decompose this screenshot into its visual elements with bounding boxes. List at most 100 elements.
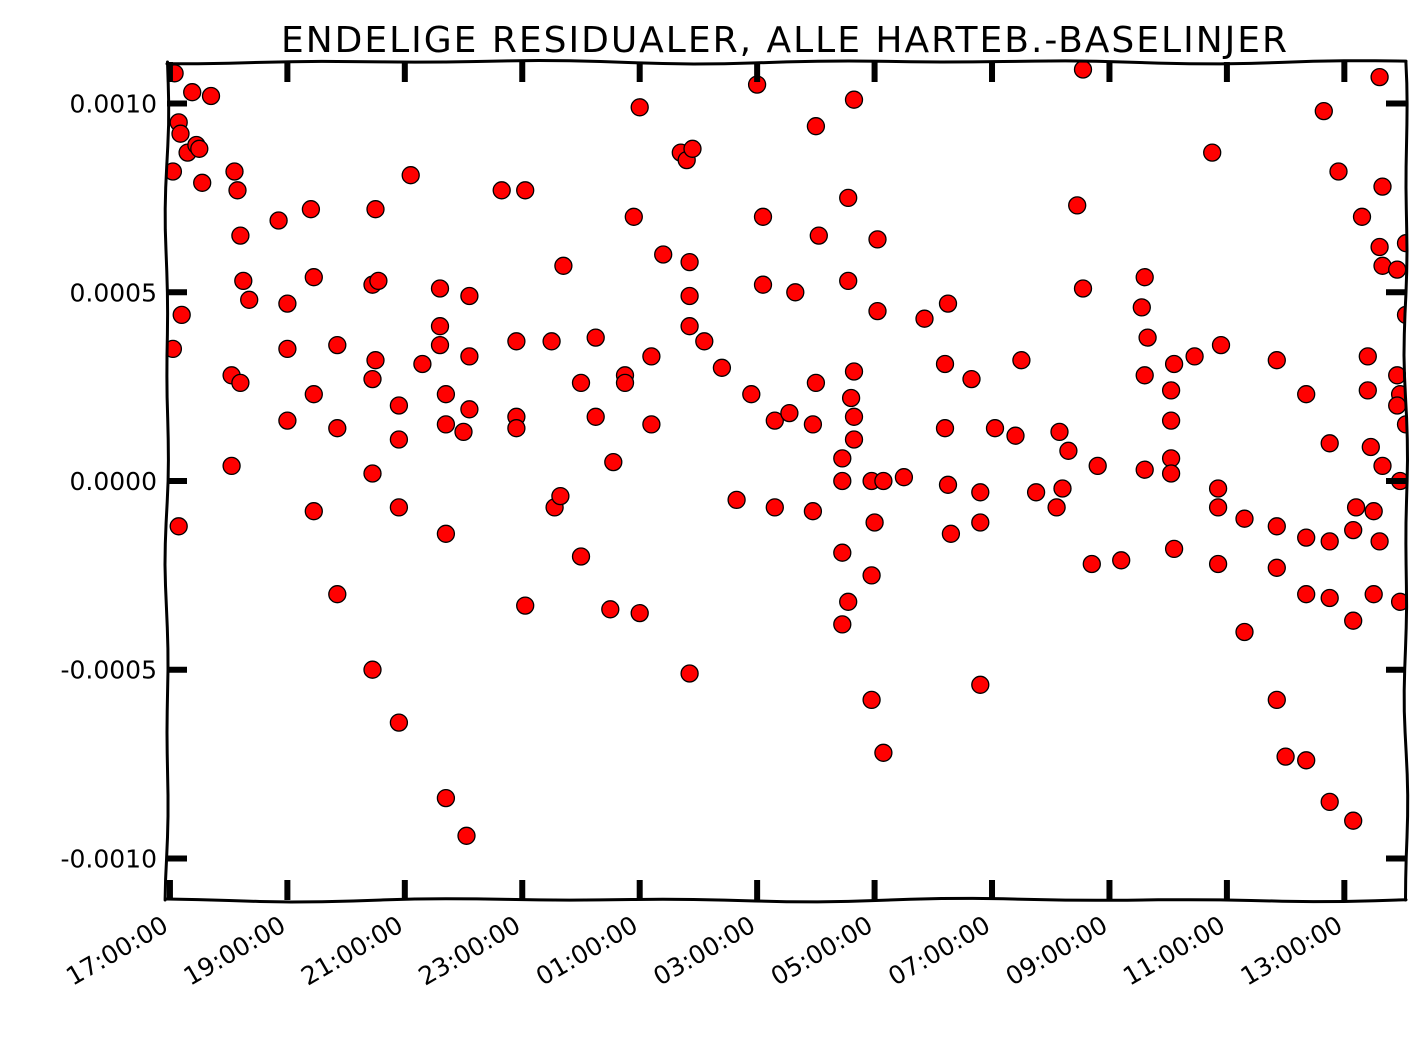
- x-tick-label: 23:00:00: [414, 910, 526, 991]
- data-point: [507, 419, 526, 438]
- data-point: [1059, 441, 1078, 460]
- data-point: [436, 788, 456, 808]
- data-point: [786, 283, 805, 302]
- y-tick-label: 0.0010: [70, 90, 157, 119]
- data-point: [401, 166, 420, 185]
- data-point: [571, 547, 591, 566]
- x-tick-label: 09:00:00: [1001, 910, 1113, 991]
- data-point: [862, 690, 881, 710]
- data-point: [460, 347, 479, 366]
- data-point: [169, 517, 188, 536]
- data-points: [167, 62, 1406, 845]
- x-tick-label: 03:00:00: [648, 910, 760, 991]
- data-point: [193, 173, 212, 192]
- data-point: [1346, 498, 1366, 517]
- data-point: [369, 271, 388, 291]
- data-point: [601, 600, 620, 619]
- data-point: [1390, 592, 1406, 611]
- data-point: [228, 181, 247, 200]
- data-point: [839, 271, 858, 291]
- data-point: [1352, 207, 1372, 226]
- data-point: [1135, 268, 1154, 287]
- data-point: [1364, 585, 1383, 604]
- data-point: [1235, 622, 1254, 642]
- data-point: [938, 475, 958, 494]
- data-point: [727, 490, 746, 510]
- data-point: [803, 415, 823, 434]
- data-point: [742, 385, 761, 404]
- data-point: [1208, 498, 1228, 517]
- data-point: [1088, 456, 1107, 476]
- data-point: [1297, 385, 1316, 404]
- data-point: [586, 407, 605, 426]
- data-point: [765, 411, 784, 430]
- data-point: [269, 211, 288, 230]
- data-point: [844, 362, 864, 381]
- data-point: [1396, 234, 1406, 253]
- data-point: [1026, 483, 1046, 502]
- x-tick-label: 05:00:00: [766, 910, 878, 991]
- data-point: [231, 226, 250, 245]
- data-point: [753, 207, 773, 226]
- x-tick-label: 19:00:00: [179, 910, 291, 991]
- y-tick-label: -0.0005: [61, 656, 158, 685]
- data-point: [454, 422, 473, 442]
- data-point: [1161, 381, 1181, 400]
- x-tick-label: 13:00:00: [1236, 910, 1348, 991]
- data-point: [304, 502, 323, 521]
- data-point: [1297, 585, 1316, 604]
- data-point: [1203, 143, 1222, 162]
- data-point: [1208, 479, 1228, 498]
- data-point: [844, 407, 864, 426]
- data-point: [938, 294, 958, 313]
- data-point: [225, 162, 244, 181]
- x-tick-label: 21:00:00: [296, 910, 408, 991]
- data-point: [516, 596, 535, 615]
- data-point: [642, 415, 661, 434]
- data-point: [874, 743, 893, 762]
- data-point: [586, 328, 605, 347]
- data-point: [1132, 298, 1151, 317]
- data-point: [839, 188, 858, 208]
- data-point: [1267, 517, 1286, 536]
- data-point: [183, 83, 202, 102]
- data-point: [231, 373, 250, 393]
- data-point: [1370, 237, 1389, 257]
- data-point: [1276, 747, 1295, 766]
- data-point: [413, 354, 432, 374]
- data-point: [780, 403, 799, 423]
- data-point: [1164, 354, 1184, 374]
- tick-labels: 0.0010 0.0005 0.0000 -0.0005 -0.0010 17:00:00…: [61, 90, 1348, 992]
- data-point: [1267, 351, 1286, 370]
- data-point: [1344, 520, 1363, 540]
- data-point: [809, 226, 828, 245]
- data-point: [1185, 347, 1204, 366]
- data-point: [167, 339, 183, 359]
- data-point: [1135, 460, 1154, 479]
- data-point: [1297, 528, 1316, 547]
- data-point: [1320, 588, 1339, 608]
- data-point: [844, 90, 864, 109]
- data-point: [328, 335, 347, 355]
- data-point: [1047, 498, 1066, 517]
- data-point: [680, 664, 699, 683]
- data-point: [941, 524, 961, 543]
- data-point: [278, 294, 297, 313]
- data-point: [389, 498, 409, 517]
- data-point: [962, 369, 981, 389]
- data-point: [460, 286, 479, 306]
- data-point: [278, 411, 297, 430]
- data-point: [301, 200, 321, 219]
- data-point: [971, 513, 990, 532]
- data-point: [1006, 426, 1025, 445]
- data-point: [1138, 328, 1157, 347]
- data-point: [1164, 539, 1184, 559]
- data-point: [1344, 611, 1363, 630]
- data-point: [868, 230, 887, 249]
- data-point: [765, 498, 784, 517]
- data-point: [1050, 422, 1069, 442]
- data-point: [1320, 434, 1339, 453]
- data-point: [615, 373, 635, 393]
